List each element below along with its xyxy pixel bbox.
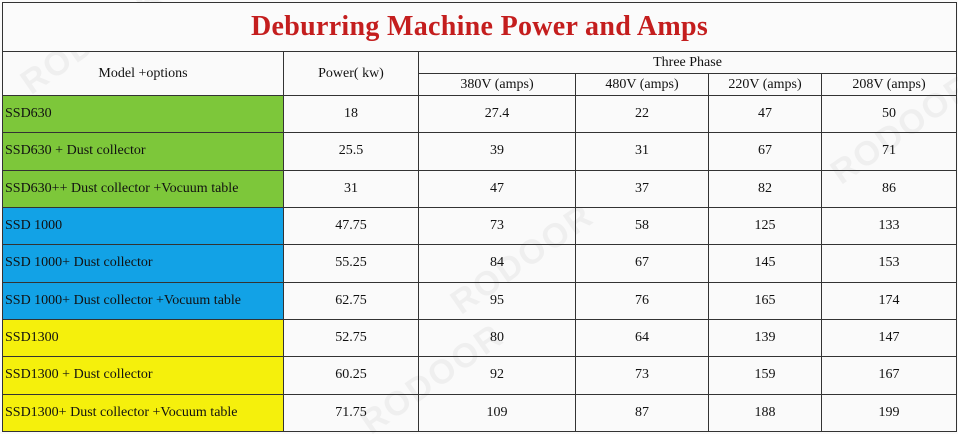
power-amps-table: Deburring Machine Power and Amps Model +… [1,2,958,433]
table-row: SSD1300 52.75 80 64 139 147 [2,318,958,358]
amps-208v-cell: 174 [820,281,958,320]
amps-380v-cell: 95 [418,281,576,320]
amps-208v-cell: 147 [820,318,958,358]
amps-208v-cell: 167 [820,356,958,395]
480v-header: 480V (amps) [575,73,709,96]
power-cell: 31 [283,169,419,208]
power-header: Power( kw) [283,51,419,96]
amps-220v-cell: 188 [708,393,822,433]
power-cell: 18 [283,94,419,134]
model-cell: SSD 1000+ Dust collector +Vocuum table [2,281,284,320]
amps-220v-cell: 47 [708,94,822,134]
amps-480v-cell: 87 [575,393,709,433]
table-row: SSD 1000+ Dust collector +Vocuum table 6… [2,281,958,320]
amps-480v-cell: 76 [575,281,709,320]
amps-208v-cell: 199 [820,393,958,433]
amps-480v-cell: 73 [575,356,709,395]
table-row: SSD630 18 27.4 22 47 50 [2,94,958,134]
220v-header: 220V (amps) [708,73,822,96]
model-cell: SSD630++ Dust collector +Vocuum table [2,169,284,208]
amps-380v-cell: 80 [418,318,576,358]
table-row: SSD1300 + Dust collector 60.25 92 73 159… [2,356,958,395]
three-phase-header: Three Phase [417,51,958,74]
power-cell: 62.75 [283,281,419,320]
208v-header: 208V (amps) [820,73,958,96]
power-cell: 71.75 [283,393,419,433]
power-cell: 52.75 [283,318,419,358]
amps-380v-cell: 39 [418,132,576,171]
amps-480v-cell: 67 [575,244,709,283]
power-cell: 60.25 [283,356,419,395]
amps-380v-cell: 73 [418,206,576,246]
amps-480v-cell: 22 [575,94,709,134]
amps-208v-cell: 133 [820,206,958,246]
amps-220v-cell: 159 [708,356,822,395]
amps-480v-cell: 64 [575,318,709,358]
380v-header: 380V (amps) [418,73,576,96]
model-cell: SSD630 [2,94,284,134]
amps-380v-cell: 109 [418,393,576,433]
power-cell: 55.25 [283,244,419,283]
table-row: SSD630++ Dust collector +Vocuum table 31… [2,169,958,208]
amps-220v-cell: 139 [708,318,822,358]
amps-380v-cell: 27.4 [418,94,576,134]
amps-208v-cell: 50 [820,94,958,134]
amps-380v-cell: 92 [418,356,576,395]
amps-208v-cell: 71 [820,132,958,171]
table-title: Deburring Machine Power and Amps [1,2,958,52]
table-row: SSD630 + Dust collector 25.5 39 31 67 71 [2,132,958,171]
amps-480v-cell: 31 [575,132,709,171]
amps-220v-cell: 67 [708,132,822,171]
model-cell: SSD1300+ Dust collector +Vocuum table [2,393,284,433]
model-cell: SSD1300 + Dust collector [2,356,284,395]
model-cell: SSD1300 [2,318,284,358]
model-cell: SSD 1000+ Dust collector [2,244,284,283]
power-cell: 47.75 [283,206,419,246]
amps-380v-cell: 47 [418,169,576,208]
model-cell: SSD 1000 [2,206,284,246]
table-row: SSD 1000+ Dust collector 55.25 84 67 145… [2,244,958,283]
model-header: Model +options [2,51,284,96]
amps-220v-cell: 165 [708,281,822,320]
table-row: SSD 1000 47.75 73 58 125 133 [2,206,958,246]
amps-208v-cell: 153 [820,244,958,283]
amps-480v-cell: 58 [575,206,709,246]
amps-220v-cell: 82 [708,169,822,208]
model-cell: SSD630 + Dust collector [2,132,284,171]
amps-380v-cell: 84 [418,244,576,283]
amps-480v-cell: 37 [575,169,709,208]
amps-208v-cell: 86 [820,169,958,208]
power-cell: 25.5 [283,132,419,171]
amps-220v-cell: 145 [708,244,822,283]
table-row: SSD1300+ Dust collector +Vocuum table 71… [2,393,958,433]
amps-220v-cell: 125 [708,206,822,246]
